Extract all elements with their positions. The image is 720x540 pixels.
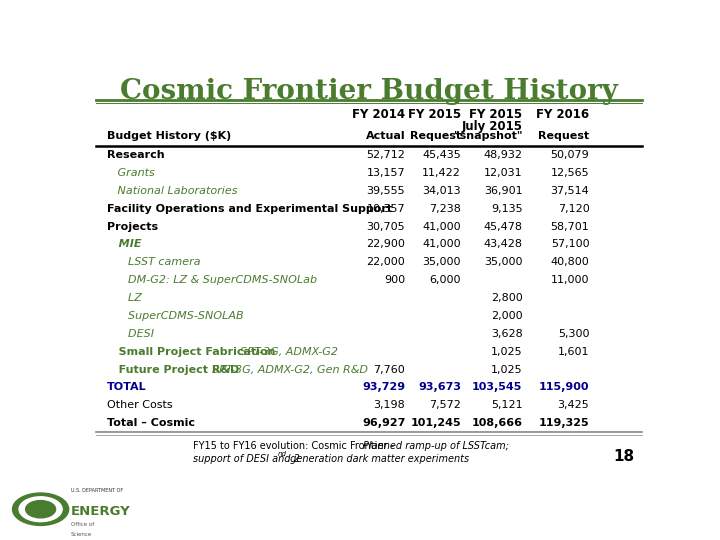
- Text: 13,157: 13,157: [366, 168, 405, 178]
- Text: Request: Request: [410, 131, 461, 141]
- Text: Research: Research: [107, 150, 164, 160]
- Text: 7,760: 7,760: [374, 364, 405, 375]
- Text: TOTAL: TOTAL: [107, 382, 146, 393]
- Text: 3,198: 3,198: [374, 400, 405, 410]
- Text: "snapshot": "snapshot": [454, 131, 523, 141]
- Text: nd: nd: [278, 451, 287, 457]
- Circle shape: [26, 501, 55, 518]
- Text: 37,514: 37,514: [551, 186, 590, 196]
- Text: 22,000: 22,000: [366, 258, 405, 267]
- Text: 22,900: 22,900: [366, 239, 405, 249]
- Text: 6,000: 6,000: [430, 275, 461, 285]
- Text: 35,000: 35,000: [423, 258, 461, 267]
- Text: 3,425: 3,425: [558, 400, 590, 410]
- Text: 1,025: 1,025: [491, 347, 523, 357]
- Text: Science: Science: [71, 532, 92, 537]
- Text: LSST camera: LSST camera: [107, 258, 200, 267]
- Text: 7,572: 7,572: [429, 400, 461, 410]
- Text: Request: Request: [539, 131, 590, 141]
- Text: 2,000: 2,000: [491, 311, 523, 321]
- Text: 12,031: 12,031: [484, 168, 523, 178]
- Text: generation dark matter experiments: generation dark matter experiments: [287, 454, 469, 464]
- Text: ENERGY: ENERGY: [71, 505, 130, 518]
- Text: FY 2015: FY 2015: [469, 109, 523, 122]
- Text: 103,545: 103,545: [472, 382, 523, 393]
- Text: 34,013: 34,013: [423, 186, 461, 196]
- Text: 41,000: 41,000: [423, 239, 461, 249]
- Text: 36,901: 36,901: [484, 186, 523, 196]
- Text: 115,900: 115,900: [539, 382, 590, 393]
- Text: 18: 18: [613, 449, 634, 464]
- Text: support of DESI and 2: support of DESI and 2: [193, 454, 300, 464]
- Text: Total – Cosmic: Total – Cosmic: [107, 418, 194, 428]
- Text: 2,800: 2,800: [491, 293, 523, 303]
- Text: Actual: Actual: [366, 131, 405, 141]
- Text: 96,927: 96,927: [362, 418, 405, 428]
- Text: FY 2015: FY 2015: [408, 109, 461, 122]
- Text: 45,435: 45,435: [423, 150, 461, 160]
- Text: DM-G2: LZ & SuperCDMS-SNOLab: DM-G2: LZ & SuperCDMS-SNOLab: [107, 275, 317, 285]
- Text: 35,000: 35,000: [484, 258, 523, 267]
- Text: 1,601: 1,601: [558, 347, 590, 357]
- Text: DESI: DESI: [107, 329, 154, 339]
- Text: 52,712: 52,712: [366, 150, 405, 160]
- Text: Planned ramp-up of LSSTcam;: Planned ramp-up of LSSTcam;: [364, 441, 509, 451]
- Text: 9,135: 9,135: [491, 204, 523, 214]
- Text: Office of: Office of: [71, 522, 94, 527]
- Text: MIE: MIE: [107, 239, 141, 249]
- Text: 1,025: 1,025: [491, 364, 523, 375]
- Text: 900: 900: [384, 275, 405, 285]
- Text: LZ: LZ: [107, 293, 142, 303]
- Text: 41,000: 41,000: [423, 221, 461, 232]
- Circle shape: [19, 497, 62, 522]
- Text: 5,300: 5,300: [558, 329, 590, 339]
- Text: FY 2016: FY 2016: [536, 109, 590, 122]
- Text: 11,000: 11,000: [551, 275, 590, 285]
- Text: 3,628: 3,628: [491, 329, 523, 339]
- Text: 11,422: 11,422: [422, 168, 461, 178]
- Text: July 2015: July 2015: [462, 120, 523, 133]
- Text: 45,478: 45,478: [483, 221, 523, 232]
- Text: SPT-3G, ADMX-G2, Gen R&D: SPT-3G, ADMX-G2, Gen R&D: [212, 364, 368, 375]
- Text: 93,673: 93,673: [418, 382, 461, 393]
- Text: 43,428: 43,428: [483, 239, 523, 249]
- Text: 101,245: 101,245: [410, 418, 461, 428]
- Text: 57,100: 57,100: [551, 239, 590, 249]
- Circle shape: [12, 493, 68, 525]
- Text: 10,357: 10,357: [366, 204, 405, 214]
- Text: National Laboratories: National Laboratories: [107, 186, 238, 196]
- Text: 12,565: 12,565: [551, 168, 590, 178]
- Text: Future Project R&D: Future Project R&D: [107, 364, 243, 375]
- Text: 30,705: 30,705: [366, 221, 405, 232]
- Text: Cosmic Frontier Budget History: Cosmic Frontier Budget History: [120, 78, 618, 105]
- Text: 50,079: 50,079: [551, 150, 590, 160]
- Text: 40,800: 40,800: [551, 258, 590, 267]
- Text: U.S. DEPARTMENT OF: U.S. DEPARTMENT OF: [71, 488, 122, 492]
- Text: Other Costs: Other Costs: [107, 400, 172, 410]
- Text: Facility Operations and Experimental Support: Facility Operations and Experimental Sup…: [107, 204, 392, 214]
- Text: 108,666: 108,666: [472, 418, 523, 428]
- Text: SPT-3G, ADMX-G2: SPT-3G, ADMX-G2: [240, 347, 338, 357]
- Text: 5,121: 5,121: [491, 400, 523, 410]
- Text: FY15 to FY16 evolution: Cosmic Frontier -: FY15 to FY16 evolution: Cosmic Frontier …: [193, 441, 397, 451]
- Text: Projects: Projects: [107, 221, 158, 232]
- Text: 7,120: 7,120: [558, 204, 590, 214]
- Text: 39,555: 39,555: [366, 186, 405, 196]
- Text: FY 2014: FY 2014: [352, 109, 405, 122]
- Text: 48,932: 48,932: [483, 150, 523, 160]
- Text: Small Project Fabrication: Small Project Fabrication: [107, 347, 279, 357]
- Text: 119,325: 119,325: [539, 418, 590, 428]
- Text: 93,729: 93,729: [362, 382, 405, 393]
- Text: SuperCDMS-SNOLAB: SuperCDMS-SNOLAB: [107, 311, 243, 321]
- Text: 7,238: 7,238: [429, 204, 461, 214]
- Text: Grants: Grants: [107, 168, 155, 178]
- Text: Budget History ($K): Budget History ($K): [107, 131, 231, 141]
- Text: 58,701: 58,701: [551, 221, 590, 232]
